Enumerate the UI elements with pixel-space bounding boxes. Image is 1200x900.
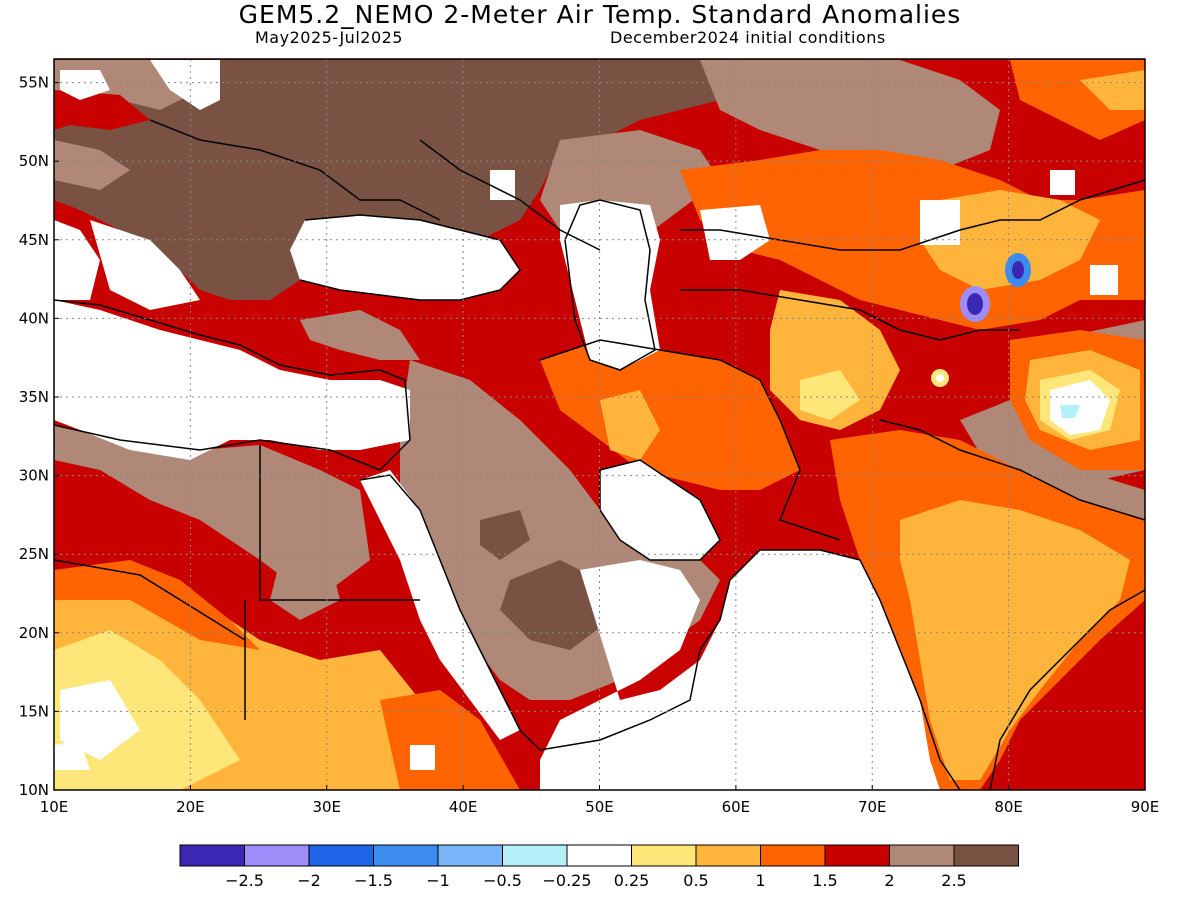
colorbar-label: −1 [426,871,450,890]
colorbar-swatch [631,844,697,867]
gridlines [54,59,1145,790]
longitude-label: 40E [449,798,478,816]
longitude-labels: 10E 20E 30E 40E 50E 60E 70E 80E 90E [40,785,1160,816]
longitude-label: 70E [858,798,887,816]
latitude-label: 55N [19,74,49,92]
colorbar-label: 0.25 [614,871,650,890]
latitude-label: 35N [19,388,49,406]
longitude-label: 90E [1131,798,1160,816]
colorbar-swatch [308,844,374,867]
latitude-label: 45N [19,231,49,249]
colorbar-swatch [373,844,439,867]
latitude-label: 25N [19,545,49,563]
colorbar-label: 0.5 [683,871,708,890]
colorbar-labels: −2.5 −2 −1.5 −1 −0.5 −0.25 0.25 0.5 1 1.5 2 2.5 [225,871,967,890]
longitude-label: 10E [40,798,69,816]
latitude-labels: 55N 50N 45N 40N 35N 30N 25N 20N 15N 10N [19,74,59,799]
colorbar-label: 2 [884,871,894,890]
colorbar-label: 2.5 [941,871,966,890]
colorbar-swatch [502,844,568,867]
latitude-label: 15N [19,702,49,720]
colorbar [179,844,1019,867]
latitude-label: 40N [19,309,49,327]
colorbar-label: −0.25 [542,871,591,890]
latitude-label: 50N [19,152,49,170]
colorbar-label: −2 [297,871,321,890]
forecast-period: May2025-Jul2025 [255,28,403,47]
colorbar-label: −2.5 [225,871,264,890]
colorbar-label: −1.5 [354,871,393,890]
colorbar-label: −0.5 [483,871,522,890]
colorbar-label: 1 [755,871,765,890]
longitude-label: 50E [585,798,614,816]
latitude-label: 30N [19,467,49,485]
colorbar-swatch [695,844,761,867]
colorbar-swatch [179,844,245,867]
map-title: GEM5.2_NEMO 2-Meter Air Temp. Standard A… [238,0,962,29]
latitude-label: 20N [19,624,49,642]
latitude-label: 10N [19,781,49,799]
colorbar-swatch [244,844,310,867]
longitude-label: 20E [176,798,205,816]
longitude-label: 80E [994,798,1023,816]
longitude-label: 30E [312,798,341,816]
colorbar-swatch [437,844,503,867]
colorbar-swatch [566,844,632,867]
colorbar-swatch [953,844,1019,867]
colorbar-swatch [760,844,826,867]
colorbar-swatch [824,844,890,867]
colorbar-swatch [889,844,955,867]
colorbar-label: 1.5 [812,871,837,890]
longitude-label: 60E [722,798,751,816]
anomaly-field [54,59,1145,790]
initial-conditions: December2024 initial conditions [610,28,886,47]
coastlines-and-borders [54,119,1145,790]
